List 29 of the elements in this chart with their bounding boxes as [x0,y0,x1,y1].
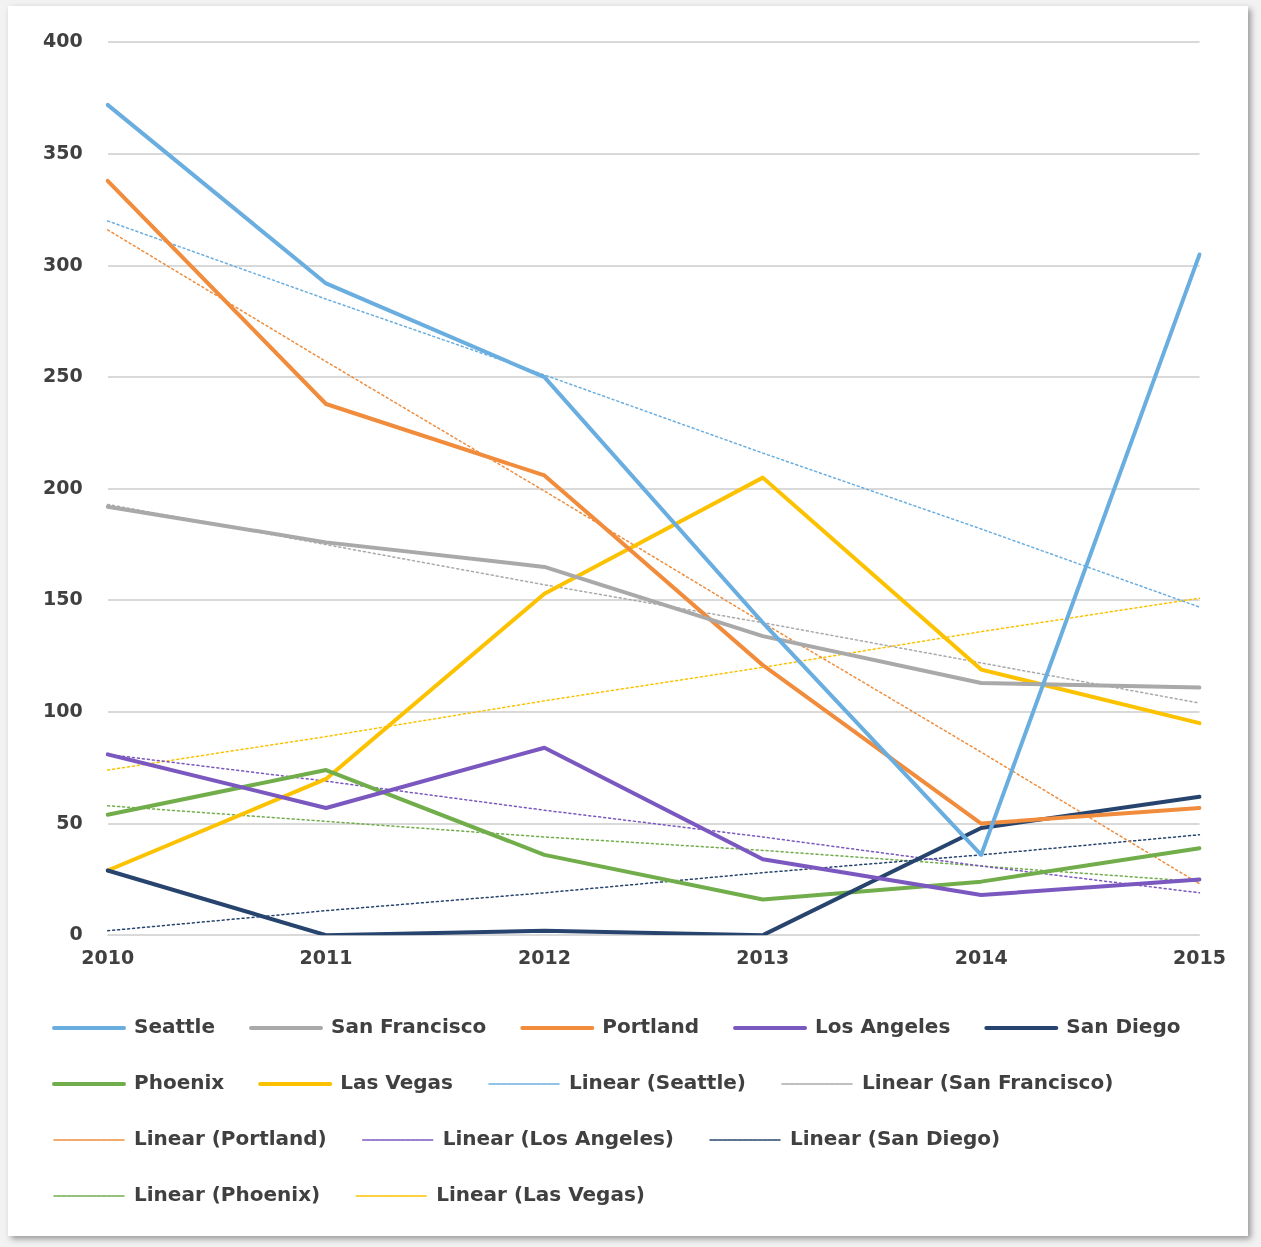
legend-label: Linear (Phoenix) [134,1182,321,1207]
legend-label: Linear (San Francisco) [861,1070,1114,1095]
legend-label: Linear (Seattle) [568,1070,746,1095]
legend-label: Seattle [134,1014,216,1039]
y-tick-label: 100 [42,698,83,721]
y-tick-label: 350 [42,140,83,163]
y-tick-label: 0 [69,922,83,945]
x-tick-label: 2011 [299,945,353,968]
y-tick-label: 400 [42,29,83,52]
y-tick-label: 150 [42,587,83,610]
x-tick-label: 2010 [81,945,135,968]
y-tick-label: 300 [42,252,83,275]
legend-label: Las Vegas [340,1070,453,1095]
x-tick-label: 2012 [517,945,571,968]
legend-label: Los Angeles [815,1014,951,1039]
y-tick-label: 50 [56,810,83,833]
legend-label: Linear (Las Vegas) [436,1182,645,1207]
legend-label: Phoenix [134,1070,225,1095]
x-tick-label: 2015 [1173,945,1226,968]
x-tick-label: 2014 [954,945,1008,968]
legend-label: Linear (Los Angeles) [442,1126,675,1151]
x-tick-label: 2013 [736,945,790,968]
y-tick-label: 250 [42,364,83,387]
legend-label: San Francisco [331,1014,487,1039]
legend-label: San Diego [1066,1014,1181,1039]
legend-label: Linear (San Diego) [790,1126,1001,1151]
legend-label: Portland [602,1014,700,1039]
y-tick-label: 200 [42,475,83,498]
legend-label: Linear (Portland) [134,1126,327,1151]
